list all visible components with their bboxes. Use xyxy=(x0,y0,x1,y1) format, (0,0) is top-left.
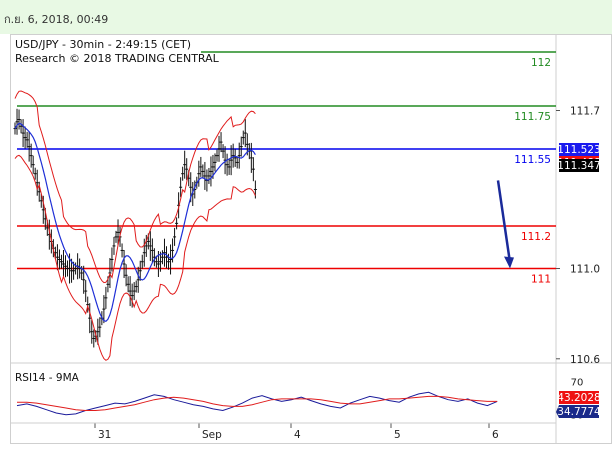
rsi-ma-line xyxy=(17,395,498,411)
level-label-111: 111 xyxy=(531,274,551,286)
level-label-111-75: 111.75 xyxy=(514,111,551,123)
header-bar: ก.ย. 6, 2018, 00:49 xyxy=(0,0,612,34)
rsi-tick-70: 70 xyxy=(571,377,584,388)
y-tick-label-110-6: 110.6 xyxy=(570,354,600,366)
price-badge-label-111-523: 111.523 xyxy=(557,144,600,156)
x-tick-label-5: 5 xyxy=(394,429,401,441)
rsi-line xyxy=(16,391,498,416)
moving-average-line xyxy=(14,122,256,322)
chart-subtitle: Research © 2018 TRADING CENTRAL xyxy=(15,52,220,65)
x-tick-label-6: 6 xyxy=(492,429,499,441)
rsi-ma-badge-label: 43.2028 xyxy=(557,392,600,404)
forecast-arrow-shaft xyxy=(496,180,512,263)
y-tick-label-111-7: 111.7 xyxy=(570,106,600,118)
price-chart: USD/JPY - 30min - 2:49:15 (CET)Research … xyxy=(11,35,611,443)
date-label: ก.ย. 6, 2018, 00:49 xyxy=(4,13,109,26)
rsi-badge-label: 34.7774 xyxy=(557,406,601,418)
chart-frame: USD/JPY - 30min - 2:49:15 (CET) Research … xyxy=(10,34,612,444)
x-tick-label-31: 31 xyxy=(98,429,111,441)
x-tick-label-4: 4 xyxy=(294,429,301,441)
price-badge-label-111-347: 111.347 xyxy=(557,160,600,172)
level-label-111-55: 111.55 xyxy=(514,154,551,166)
bollinger-upper-band xyxy=(14,90,256,284)
level-label-112: 112 xyxy=(531,57,551,69)
bollinger-lower-band xyxy=(14,154,256,361)
y-tick-label-111-0: 111.0 xyxy=(570,264,600,276)
x-tick-label-Sep: Sep xyxy=(202,429,222,441)
rsi-title: RSI14 - 9MA xyxy=(15,372,80,384)
forecast-arrow-head xyxy=(504,256,514,269)
price-badge-111-347 xyxy=(559,159,599,172)
level-label-111-2: 111.2 xyxy=(521,231,551,243)
rsi-badge xyxy=(556,405,599,418)
chart-title: USD/JPY - 30min - 2:49:15 (CET) xyxy=(15,38,191,51)
price-badge-111-523 xyxy=(559,143,599,156)
rsi-ma-badge xyxy=(559,391,599,404)
